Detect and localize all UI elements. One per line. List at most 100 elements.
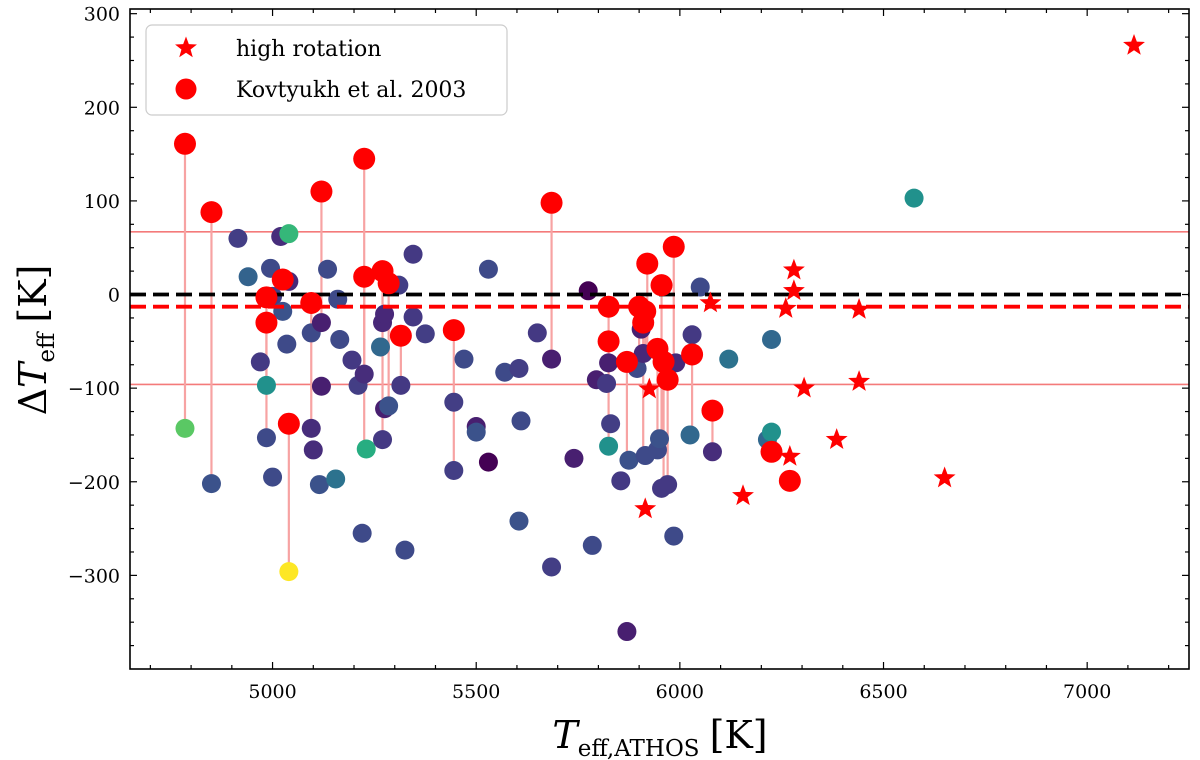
kovtyukh-point (300, 291, 323, 314)
sample-point (702, 442, 722, 462)
x-tick-label: 5000 (248, 681, 296, 703)
sample-point (542, 557, 562, 577)
sample-point (342, 350, 362, 370)
x-tick-label: 5500 (452, 681, 500, 703)
high-rotation-star (793, 376, 816, 398)
x-axis-label: Teff,ATHOS [K] (552, 713, 767, 760)
sample-point (263, 467, 283, 487)
sample-point (664, 526, 684, 546)
sample-point (690, 277, 710, 297)
legend-circle-marker (175, 78, 197, 100)
high-rotation-star (782, 258, 805, 280)
sample-point (444, 392, 464, 412)
kovtyukh-point (656, 368, 679, 391)
sample-point (256, 428, 276, 448)
sample-point (564, 448, 584, 468)
kovtyukh-point (650, 274, 673, 297)
sample-point (326, 469, 346, 489)
x-axis-label-unit: [K] (710, 713, 768, 757)
y-axis-label-prefix: Δ (11, 388, 55, 415)
kovtyukh-point (255, 286, 278, 309)
sample-point (719, 349, 739, 369)
sample-point (478, 259, 498, 279)
high-rotation-star (1123, 34, 1145, 55)
kovtyukh-point (760, 440, 783, 463)
sample-point (617, 622, 637, 642)
sample-point (444, 461, 464, 481)
sample-point (619, 450, 639, 470)
kovtyukh-point (255, 311, 278, 334)
kovtyukh-point (540, 191, 563, 214)
kovtyukh-point (634, 300, 657, 323)
sample-point (354, 364, 374, 384)
sample-point (175, 418, 195, 438)
sample-point (395, 540, 415, 560)
high-rotation-star (699, 291, 722, 313)
y-tick-label: 300 (84, 4, 120, 26)
sample-point (542, 349, 562, 369)
kovtyukh-point (681, 343, 704, 366)
sample-point (303, 440, 323, 460)
sample-point (495, 362, 515, 382)
sample-point (478, 452, 498, 472)
sample-point (680, 425, 700, 445)
legend-box (145, 24, 508, 116)
y-tick-label: −200 (68, 472, 120, 494)
sample-point (279, 224, 299, 244)
sample-point (279, 562, 299, 582)
legend-star-shape (175, 36, 197, 58)
kovtyukh-point (597, 330, 620, 353)
y-tick-label: 200 (84, 97, 120, 119)
y-axis-label: ΔTeff [K] (11, 265, 60, 416)
sample-point (527, 323, 547, 343)
legend-star-marker (175, 36, 197, 58)
sample-point (509, 358, 529, 378)
sample-point (682, 325, 702, 345)
kovtyukh-point (310, 180, 333, 203)
sample-point (309, 475, 329, 495)
high-rotation-star (848, 298, 871, 319)
sample-point (311, 313, 331, 333)
sample-point (238, 267, 258, 287)
legend-label-high-rotation: high rotation (236, 37, 381, 62)
kovtyukh-point (597, 295, 620, 318)
y-tick-label: 100 (84, 191, 120, 213)
high-rotation-star (782, 279, 805, 301)
high-rotation-star (634, 497, 657, 519)
kovtyukh-point (652, 350, 675, 373)
kovtyukh-point (442, 319, 465, 342)
sample-point (277, 334, 297, 354)
kovtyukh-point (353, 147, 376, 170)
y-axis-label-main: T (11, 360, 55, 388)
high-rotation-star (732, 484, 754, 506)
y-tick-label: −100 (68, 378, 120, 400)
kovtyukh-point (377, 272, 400, 295)
sample-point (762, 329, 782, 349)
high-rotation-star (848, 370, 871, 391)
high-rotation-star (638, 377, 661, 399)
sample-point (578, 281, 598, 301)
kovtyukh-point (778, 469, 801, 492)
sample-point (599, 353, 619, 373)
x-tick-label: 7000 (1063, 681, 1111, 703)
sample-point (301, 418, 321, 438)
sample-point (201, 474, 221, 494)
y-tick-label: 0 (108, 285, 120, 307)
sample-point (318, 259, 338, 279)
high-rotation-star (778, 444, 801, 466)
kovtyukh-point (200, 201, 223, 224)
sample-point (904, 188, 924, 208)
kovtyukh-point (662, 235, 685, 258)
x-tick-label: 6000 (656, 681, 704, 703)
sample-point (611, 471, 631, 491)
legend: high rotation Kovtyukh et al. 2003 (145, 24, 508, 116)
kovtyukh-point (173, 132, 196, 155)
sample-point (250, 352, 270, 372)
y-axis-label-sub: eff (34, 331, 60, 363)
sample-point (370, 337, 390, 357)
kovtyukh-point (389, 324, 412, 347)
sample-point (352, 523, 372, 543)
kovtyukh-point (271, 268, 294, 291)
sample-point (597, 373, 617, 393)
plot-frame (129, 8, 1190, 670)
